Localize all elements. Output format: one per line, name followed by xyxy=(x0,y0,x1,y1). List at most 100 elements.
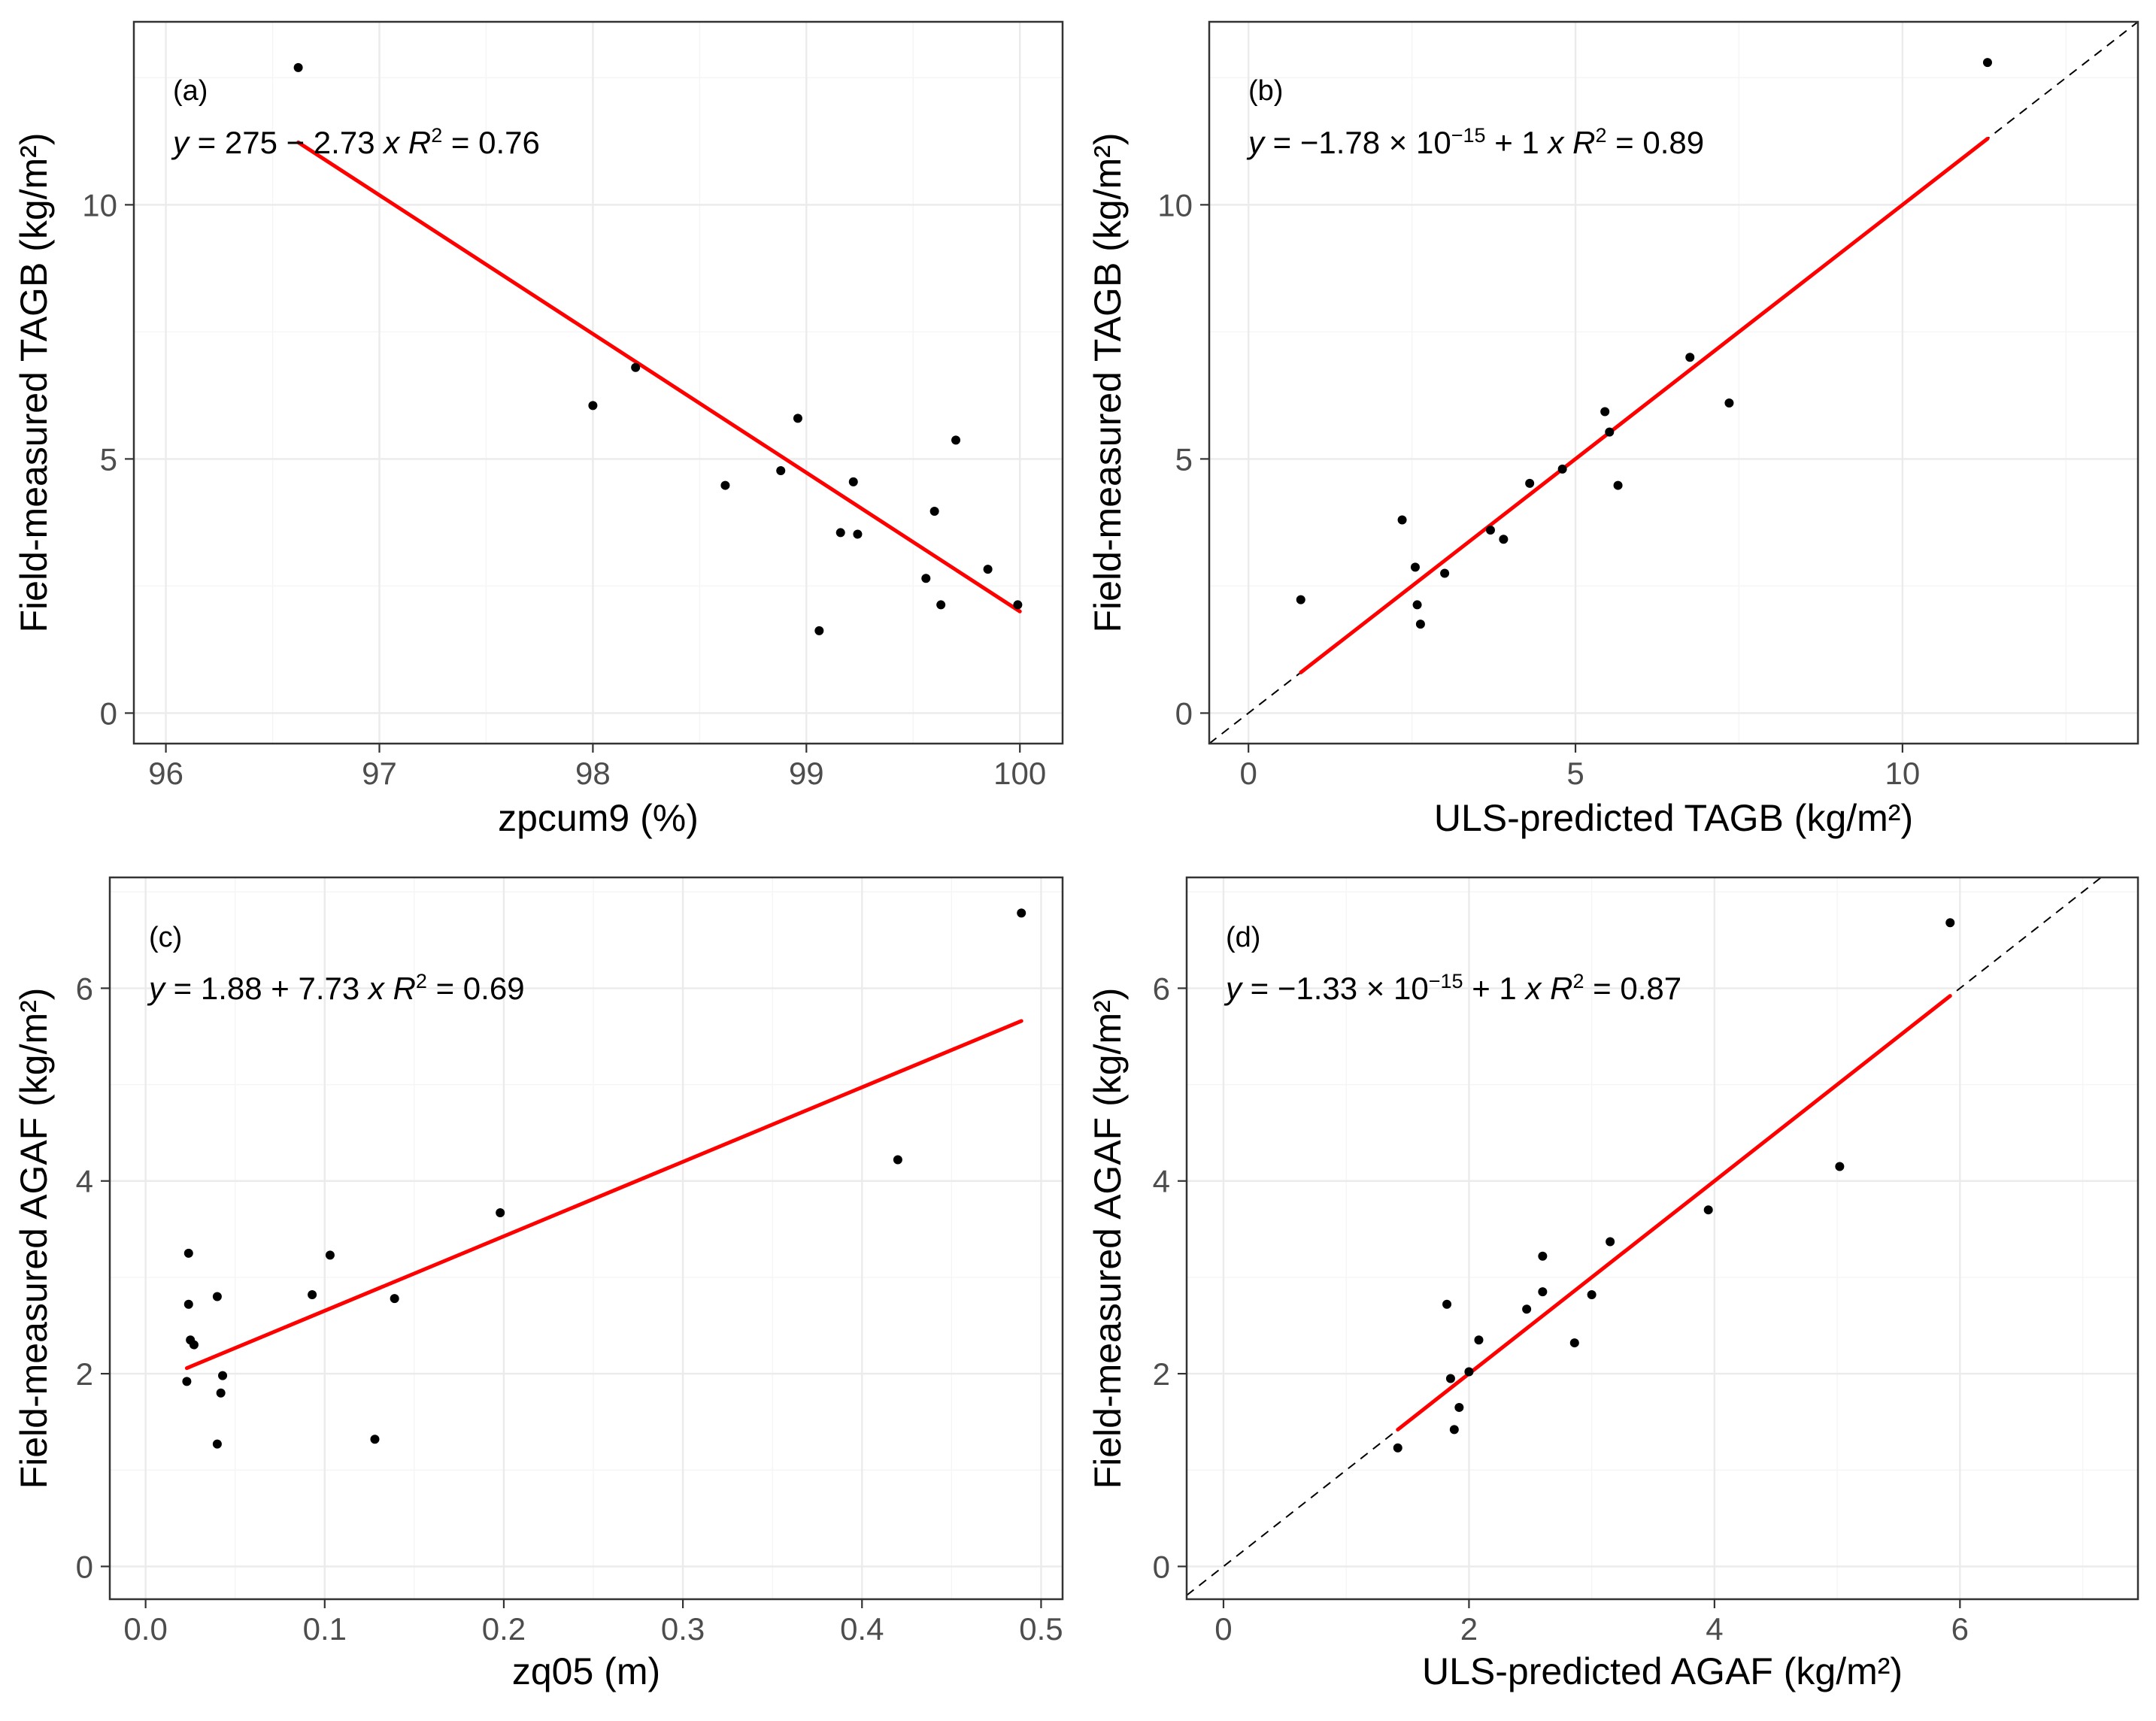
r-squared-value: = 0.87 xyxy=(1584,971,1681,1006)
y-axis-title: Field-measured AGAF (kg/m²) xyxy=(13,988,55,1489)
y-tick-label: 0 xyxy=(76,1549,93,1584)
y-tick-label: 0 xyxy=(1153,1549,1170,1584)
data-point xyxy=(1613,480,1623,490)
equation-x-symbol: x xyxy=(1546,125,1565,160)
data-point xyxy=(1587,1289,1597,1299)
panel-background xyxy=(134,22,1063,744)
x-tick-label: 6 xyxy=(1951,1611,1969,1647)
data-point xyxy=(189,1340,199,1350)
data-point xyxy=(218,1371,228,1380)
y-tick-label: 4 xyxy=(1153,1164,1170,1199)
panel-background xyxy=(1187,877,2138,1599)
data-point xyxy=(308,1289,317,1299)
x-axis-title: zq05 (m) xyxy=(512,1650,660,1692)
data-point xyxy=(1600,407,1610,417)
y-tick-label: 10 xyxy=(82,187,117,223)
data-point xyxy=(1703,1205,1713,1215)
x-tick-label: 98 xyxy=(575,756,611,791)
y-tick-label: 10 xyxy=(1157,187,1193,223)
data-point xyxy=(496,1208,505,1218)
regression-equation: y = 275 − 2.73 x R2 = 0.76 xyxy=(171,124,540,160)
x-tick-label: 10 xyxy=(1885,756,1921,791)
data-point xyxy=(1474,1335,1484,1345)
data-point xyxy=(588,401,598,411)
data-point xyxy=(183,1299,193,1309)
data-point xyxy=(1605,427,1615,437)
data-point xyxy=(936,600,946,610)
x-tick-label: 0.1 xyxy=(303,1611,347,1647)
equation-coefficients: = 275 − 2.73 xyxy=(189,125,384,160)
data-point xyxy=(370,1435,380,1444)
data-point xyxy=(793,414,802,423)
data-point xyxy=(1557,464,1567,474)
regression-equation: y = −1.78 × 10−15 + 1 x R2 = 0.89 xyxy=(1246,124,1704,160)
data-point xyxy=(1569,1338,1579,1348)
data-point xyxy=(1410,562,1420,572)
r-squared-exponent: 2 xyxy=(1595,124,1606,147)
equation-y-symbol: y xyxy=(171,125,191,160)
r-squared-exponent: 2 xyxy=(431,124,442,147)
equation-x-symbol: x xyxy=(1524,971,1542,1006)
x-tick-label: 2 xyxy=(1460,1611,1478,1647)
regression-equation: y = −1.33 × 10−15 + 1 x R2 = 0.87 xyxy=(1224,970,1681,1006)
data-point xyxy=(814,626,824,635)
y-axis-title: Field-measured TAGB (kg/m²) xyxy=(1087,133,1129,633)
y-tick-label: 6 xyxy=(1153,971,1170,1006)
data-point xyxy=(921,574,931,583)
x-tick-label: 0.3 xyxy=(661,1611,705,1647)
panel-border xyxy=(132,20,1064,745)
x-axis-title: ULS-predicted AGAF (kg/m²) xyxy=(1422,1650,1903,1692)
y-tick-label: 4 xyxy=(76,1164,93,1199)
equation-y-symbol: y xyxy=(147,971,167,1006)
data-point xyxy=(853,529,863,539)
equation-spacer xyxy=(384,971,393,1006)
regression-fit-line xyxy=(1299,136,1990,674)
panel-border xyxy=(1208,20,2139,745)
data-point xyxy=(1724,398,1734,408)
panel-c: 0.0 0.1 0.2 0.3 0.4 0.5 0 2 4 6 zq05 (m) Field-meas… xyxy=(13,876,1064,1692)
equation-x-symbol: x xyxy=(382,125,401,160)
equation-coefficients: = −1.78 × 10 xyxy=(1264,125,1451,160)
x-axis-title: zpcum9 (%) xyxy=(498,797,699,839)
data-point xyxy=(212,1292,222,1301)
data-point xyxy=(1982,58,1992,68)
data-point xyxy=(1412,600,1422,610)
x-tick-label: 0.2 xyxy=(482,1611,526,1647)
equation-x-symbol: x xyxy=(367,971,386,1006)
data-point xyxy=(1522,1304,1532,1314)
data-point xyxy=(776,465,786,475)
regression-equation: y = 1.88 + 7.73 x R2 = 0.69 xyxy=(147,970,525,1006)
y-tick-label: 5 xyxy=(1175,441,1193,477)
data-point xyxy=(893,1155,902,1165)
panel-label: (d) xyxy=(1226,922,1260,953)
data-point xyxy=(929,507,939,517)
equation-y-symbol: y xyxy=(1246,125,1266,160)
data-point xyxy=(1393,1443,1402,1453)
panel-label: (b) xyxy=(1248,75,1283,107)
equation-spacer xyxy=(1541,971,1550,1006)
r-squared-exponent: 2 xyxy=(416,970,427,992)
data-point xyxy=(212,1439,222,1449)
x-tick-label: 0.4 xyxy=(840,1611,884,1647)
regression-fit-line xyxy=(296,140,1022,614)
y-tick-label: 0 xyxy=(1175,695,1193,731)
data-point xyxy=(216,1388,226,1398)
x-tick-label: 99 xyxy=(789,756,824,791)
data-point xyxy=(1538,1251,1548,1261)
panel-border xyxy=(108,876,1064,1601)
data-point xyxy=(293,62,303,72)
y-axis-title: Field-measured AGAF (kg/m²) xyxy=(1087,988,1129,1489)
data-point xyxy=(1415,620,1425,629)
data-point xyxy=(1013,600,1023,610)
regression-fit-line xyxy=(1396,994,1952,1432)
data-point xyxy=(983,565,993,574)
equation-y-symbol: y xyxy=(1224,971,1244,1006)
panel-d: 0 2 4 6 0 2 4 6 ULS-predicted AGAF (kg/m²) Field-… xyxy=(1087,876,2139,1692)
x-tick-label: 100 xyxy=(993,756,1046,791)
r-squared-symbol: R xyxy=(1572,125,1595,160)
data-point xyxy=(182,1377,192,1386)
data-point xyxy=(1945,918,1955,928)
data-point xyxy=(1449,1425,1459,1435)
equation-exponent: −15 xyxy=(1451,124,1486,147)
